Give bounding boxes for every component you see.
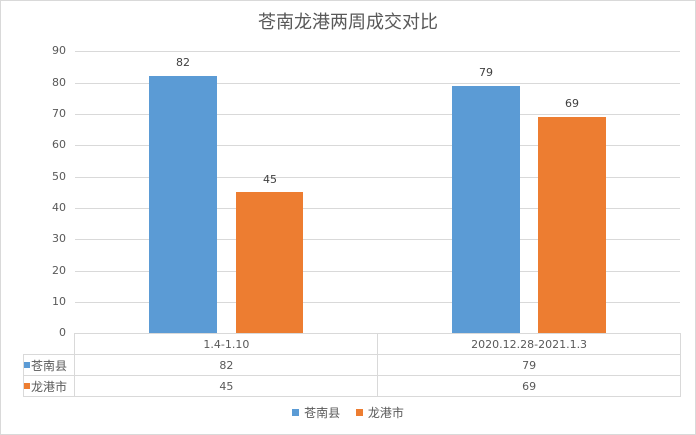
legend-item-longgang[interactable]: 龙港市	[355, 404, 404, 421]
bar-cangnan-cat1[interactable]	[452, 86, 520, 333]
legend-item-cangnan[interactable]: 苍南县	[292, 404, 340, 421]
gridline-70	[75, 114, 680, 115]
table-header-row: 1.4-1.10 2020.12.28-2021.1.3	[23, 333, 681, 355]
data-label: 79	[479, 66, 493, 79]
bar-cangnan-cat0[interactable]	[149, 76, 217, 333]
table-cell: 69	[377, 375, 681, 397]
gridline-20	[75, 271, 680, 272]
gridline-90	[75, 51, 680, 52]
ytick-label: 30	[52, 232, 66, 245]
bar-longgang-cat1[interactable]	[538, 117, 606, 333]
gridline-80	[75, 83, 680, 84]
data-table: 1.4-1.10 2020.12.28-2021.1.3 苍南县 82 79 龙…	[22, 333, 681, 397]
table-category: 2020.12.28-2021.1.3	[377, 333, 681, 355]
data-label: 69	[565, 97, 579, 110]
ytick-label: 70	[52, 107, 66, 120]
gridline-40	[75, 208, 680, 209]
ytick-label: 50	[52, 170, 66, 183]
series-swatch-icon	[24, 382, 30, 389]
data-label: 82	[176, 56, 190, 69]
ytick-label: 60	[52, 138, 66, 151]
ytick-label: 40	[52, 201, 66, 214]
table-cell: 82	[74, 354, 379, 376]
table-series-name: 苍南县	[22, 354, 76, 376]
legend-label: 龙港市	[367, 406, 404, 420]
table-category: 1.4-1.10	[74, 333, 379, 355]
table-row: 龙港市 45 69	[22, 375, 681, 397]
series-name: 龙港市	[31, 379, 68, 394]
data-label: 45	[263, 173, 277, 186]
bar-longgang-cat0[interactable]	[236, 192, 303, 333]
ytick-label: 80	[52, 76, 66, 89]
gridline-50	[75, 177, 680, 178]
legend-label: 苍南县	[304, 406, 341, 420]
gridline-30	[75, 239, 680, 240]
table-series-name: 龙港市	[22, 375, 76, 397]
chart-title: 苍南龙港两周成交对比	[258, 12, 438, 33]
table-corner	[23, 333, 76, 355]
legend: 苍南县 龙港市	[0, 404, 696, 421]
legend-swatch-icon	[355, 409, 363, 416]
table-cell: 45	[74, 375, 379, 397]
ytick-label: 90	[52, 44, 66, 57]
gridline-60	[75, 145, 680, 146]
series-name: 苍南县	[31, 358, 68, 373]
gridline-10	[75, 302, 680, 303]
series-swatch-icon	[24, 361, 30, 368]
ytick-label: 20	[52, 264, 66, 277]
ytick-label: 0	[59, 326, 66, 339]
table-row: 苍南县 82 79	[22, 354, 681, 376]
ytick-label: 10	[52, 295, 66, 308]
table-cell: 79	[377, 354, 681, 376]
legend-swatch-icon	[292, 409, 300, 416]
